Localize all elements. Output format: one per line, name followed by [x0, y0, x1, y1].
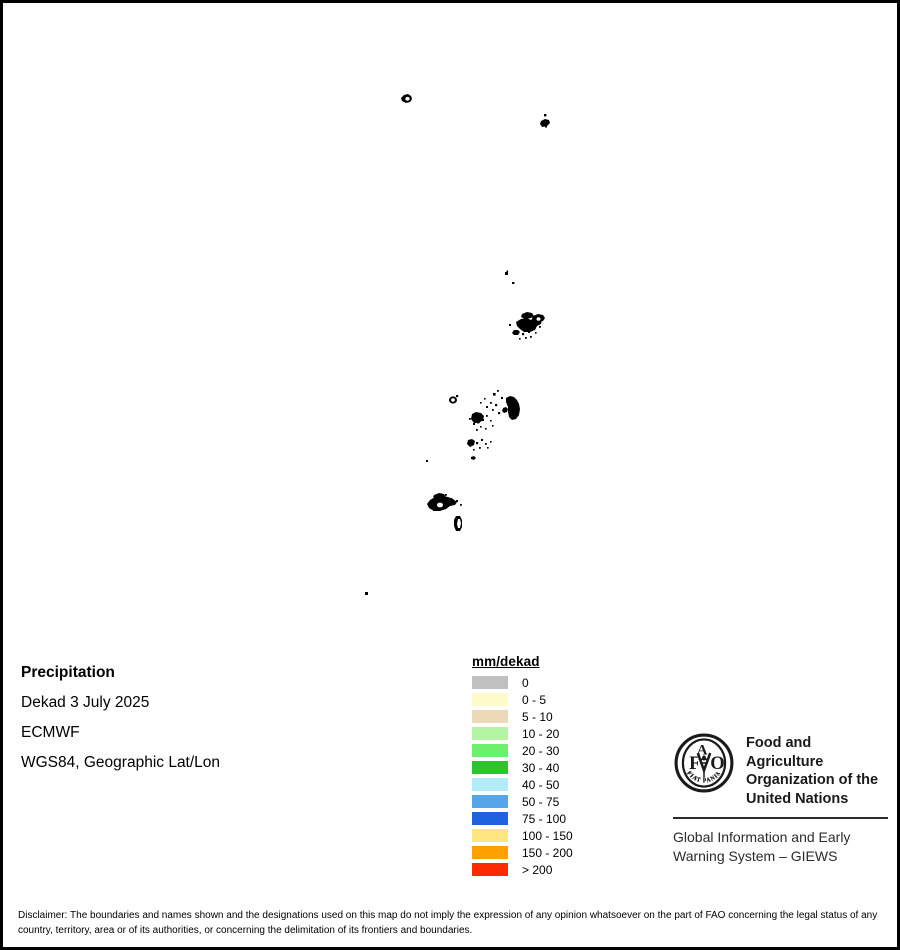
legend-color-swatch [472, 744, 508, 757]
legend-color-swatch [472, 676, 508, 689]
info-period: Dekad 3 July 2025 [21, 694, 150, 711]
legend-row: 50 - 75 [472, 793, 573, 810]
disclaimer-text: Disclaimer: The boundaries and names sho… [18, 910, 878, 936]
legend-row: 40 - 50 [472, 776, 573, 793]
island-group-niuas [401, 94, 550, 128]
legend-label: 30 - 40 [522, 760, 560, 775]
legend-label: 0 - 5 [522, 692, 547, 707]
legend-color-swatch [472, 829, 508, 842]
svg-text:O: O [710, 753, 724, 774]
island-group-fonualei [505, 270, 515, 284]
giews-system-name: Global Information and Early Warning Sys… [673, 828, 888, 865]
svg-text:A: A [697, 742, 708, 758]
legend-label: 10 - 20 [522, 726, 560, 741]
legend-label: 5 - 10 [522, 709, 553, 724]
legend-row: 100 - 150 [472, 827, 573, 844]
legend-color-swatch [472, 727, 508, 740]
legend-color-swatch [472, 863, 508, 876]
island-group-tongatapu [365, 493, 462, 595]
info-variable: Precipitation [21, 664, 115, 681]
legend-label: 150 - 200 [522, 845, 573, 860]
fao-org-line-2: Organization of the [746, 772, 879, 788]
legend-color-swatch [472, 710, 508, 723]
legend-row: 10 - 20 [472, 725, 573, 742]
legend-color-swatch [472, 795, 508, 808]
legend-row: 150 - 200 [472, 844, 573, 861]
legend-row: 0 [472, 674, 573, 691]
giews-line-1: Global Information and Early [673, 829, 851, 845]
legend-row: 0 - 5 [472, 691, 573, 708]
legend-row: 20 - 30 [472, 742, 573, 759]
legend-color-swatch [472, 846, 508, 859]
legend-row: 5 - 10 [472, 708, 573, 725]
legend-label: 0 [522, 675, 529, 690]
info-projection: WGS84, Geographic Lat/Lon [21, 754, 221, 771]
map-canvas[interactable] [6, 6, 897, 896]
fao-header: F A O FIAT PANIS FIAT PANIS [673, 732, 888, 808]
legend-row: 30 - 40 [472, 759, 573, 776]
legend-label: 100 - 150 [522, 828, 573, 843]
fao-emblem-icon: F A O FIAT PANIS FIAT PANIS [673, 732, 735, 794]
fao-organization-name: Food and Agriculture Organization of the… [746, 732, 888, 808]
legend-label: 40 - 50 [522, 777, 560, 792]
legend-color-swatch [472, 693, 508, 706]
legend-color-swatch [472, 812, 508, 825]
fao-org-line-1: Food and Agriculture [746, 735, 824, 770]
legend-title: mm/dekad [472, 654, 540, 669]
island-group-vavau [509, 312, 545, 340]
legend-rows: 0 0 - 5 5 - 10 10 - 20 20 - 30 30 - 40 40 - 50… [472, 674, 573, 878]
ocean-background [6, 6, 897, 896]
legend-label: 20 - 30 [522, 743, 560, 758]
legend-color-swatch [472, 778, 508, 791]
legend: mm/dekad 0 0 - 5 5 - 10 10 - 20 20 - 30 30 - … [472, 654, 573, 878]
fao-divider [673, 817, 888, 819]
legend-label: > 200 [522, 862, 553, 877]
legend-row: > 200 [472, 861, 573, 878]
map-info-block: Precipitation Dekad 3 July 2025 ECMWF WG… [21, 658, 351, 778]
legend-label: 50 - 75 [522, 794, 560, 809]
legend-label: 75 - 100 [522, 811, 567, 826]
island-group-haapai [426, 390, 520, 462]
legend-row: 75 - 100 [472, 810, 573, 827]
fao-branding-block: F A O FIAT PANIS FIAT PANIS [673, 732, 888, 865]
fao-org-line-3: United Nations [746, 790, 849, 807]
svg-text:F: F [689, 753, 700, 774]
legend-color-swatch [472, 761, 508, 774]
giews-line-2: Warning System – GIEWS [673, 847, 838, 864]
tonga-islands-layer [6, 6, 897, 896]
info-source: ECMWF [21, 724, 80, 741]
